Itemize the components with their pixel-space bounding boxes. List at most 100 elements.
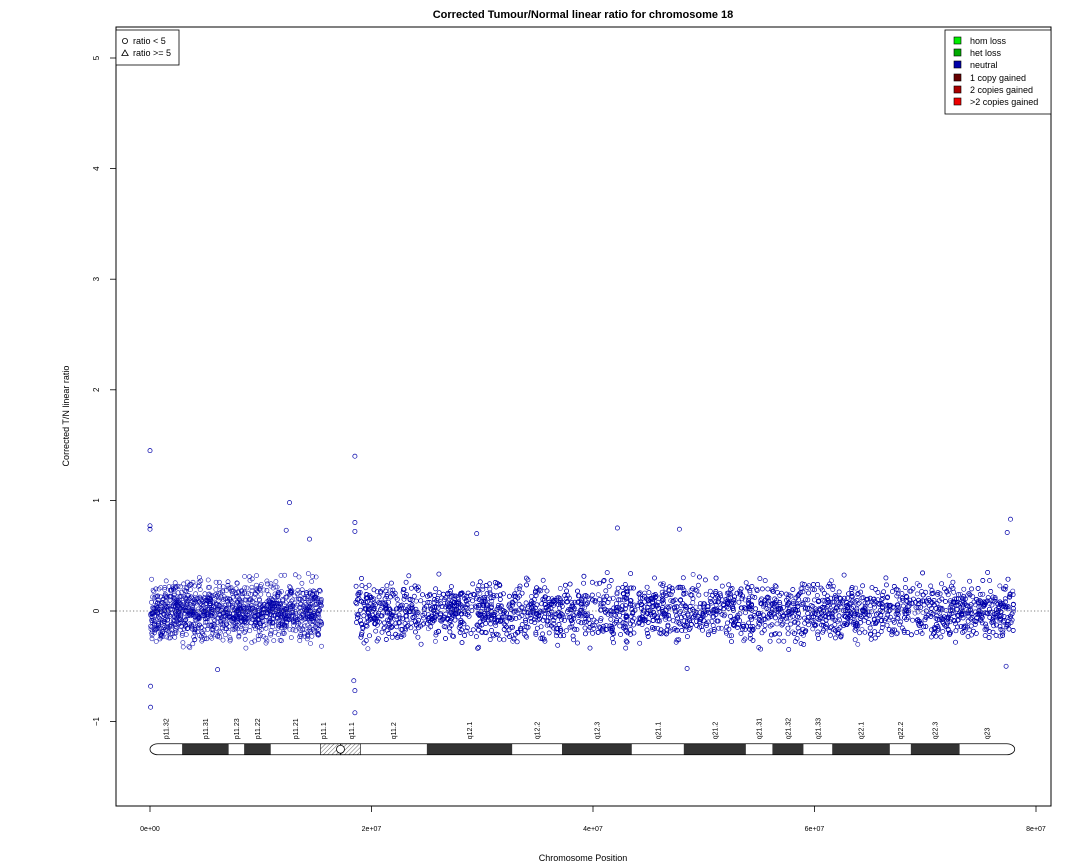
data-point [272,606,278,612]
data-point [214,625,220,631]
data-point [268,632,274,638]
data-point [310,613,315,619]
data-point [309,579,315,584]
data-point [309,616,314,622]
data-point [765,586,771,592]
data-point [171,592,177,598]
data-point [757,576,763,581]
data-point [192,597,198,603]
data-point [719,583,725,589]
data-point [236,629,242,635]
data-point [183,617,189,622]
data-point [230,594,236,600]
data-point [195,609,201,614]
data-point [224,587,229,593]
data-point [243,620,249,626]
data-point [311,616,316,621]
data-point [489,602,494,607]
data-point [910,617,915,623]
data-point [859,627,865,632]
data-point [433,632,439,638]
data-point [216,579,222,585]
data-point [163,611,169,617]
data-point [252,590,258,596]
data-point [270,624,276,630]
data-point [299,580,305,586]
data-point [149,614,155,619]
data-point [290,608,295,613]
data-point [205,577,211,583]
data-point [192,629,198,635]
data-point [162,591,168,597]
ideogram-band-label: q22.3 [933,722,940,740]
data-point [869,585,875,590]
data-point [740,621,746,627]
data-point [708,628,714,634]
data-point [273,612,279,618]
data-point [283,607,288,613]
data-point [149,617,154,623]
ideogram-band-label: q21.31 [757,718,764,740]
data-point [241,615,247,621]
data-point [373,628,379,634]
data-point [879,625,885,630]
data-point [267,605,273,610]
data-point [707,588,713,594]
data-point [192,599,197,605]
data-point [304,594,310,600]
data-point [727,633,732,639]
data-point [197,575,202,580]
data-point [900,603,906,609]
data-point [225,582,231,588]
data-point [276,598,281,604]
data-point [786,647,792,652]
data-point [313,605,319,610]
data-point [149,599,154,605]
data-point [234,580,240,586]
data-point [312,629,317,635]
data-point [563,628,569,634]
data-point [716,625,722,631]
data-point [197,595,203,601]
data-point [150,605,155,611]
data-point [206,606,211,611]
data-point [172,580,178,586]
data-point [241,603,246,609]
data-point [243,645,249,651]
data-point [592,622,598,628]
data-point [182,618,188,623]
data-point [367,633,372,639]
data-point [226,602,231,608]
data-point [279,589,284,594]
data-point [474,596,479,602]
data-point [203,616,208,622]
data-point [222,614,228,619]
data-point [196,584,201,589]
data-point [173,622,179,627]
data-point [254,587,259,593]
data-point [685,634,690,639]
data-point [310,574,316,579]
data-point [258,591,264,597]
data-point [166,610,171,616]
ideogram-band-q12-3 [561,743,632,755]
data-point [263,625,269,631]
data-point [855,641,861,647]
data-point [153,594,159,600]
data-point [286,611,292,616]
data-point [318,603,324,609]
data-point [254,586,260,592]
data-point [269,616,275,622]
data-point [302,623,308,629]
data-point [260,603,266,609]
data-point [236,634,242,640]
data-point [772,631,777,637]
data-point [242,630,247,635]
data-point [273,584,279,590]
data-point [319,621,324,627]
data-point [222,632,228,638]
data-point [292,593,298,599]
data-point [219,625,225,630]
data-point [315,632,321,638]
data-point [234,617,240,623]
